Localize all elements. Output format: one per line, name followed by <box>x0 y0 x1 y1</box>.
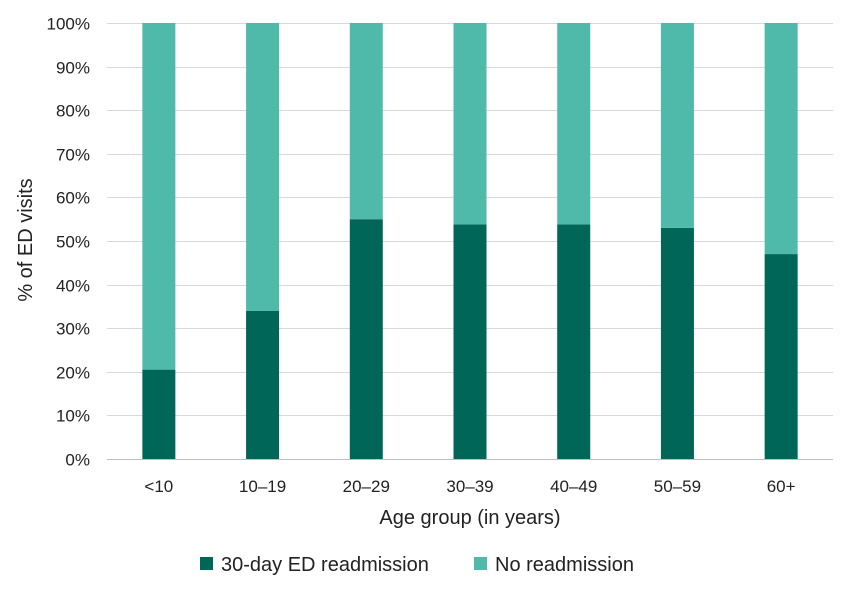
x-tick-label: 10–19 <box>239 477 286 496</box>
bar-segment-no-readmission <box>557 23 591 225</box>
bar-segment-readmission <box>453 224 487 459</box>
x-tick-label: 20–29 <box>343 477 390 496</box>
bar-segment-no-readmission <box>349 23 383 220</box>
bar-segment-readmission <box>764 254 798 459</box>
y-axis-title: % of ED visits <box>15 178 37 301</box>
bar-segment-readmission <box>246 310 280 459</box>
x-tick-label: 30–39 <box>446 477 493 496</box>
bars <box>142 23 798 459</box>
y-tick-label: 0% <box>65 451 90 470</box>
x-tick-label: <10 <box>144 477 173 496</box>
legend-swatch-readmission <box>200 557 213 570</box>
legend-swatch-no-readmission <box>474 557 487 570</box>
bar-segment-readmission <box>557 224 591 459</box>
bar-segment-no-readmission <box>142 23 176 370</box>
bar-segment-readmission <box>142 369 176 459</box>
x-tick-label: 60+ <box>767 477 796 496</box>
bar-segment-no-readmission <box>246 23 280 311</box>
y-tick-label: 40% <box>56 277 90 296</box>
y-tick-label: 90% <box>56 59 90 78</box>
y-tick-label: 20% <box>56 364 90 383</box>
y-tick-label: 10% <box>56 407 90 426</box>
legend-label-no-readmission: No readmission <box>495 554 634 576</box>
bar-segment-readmission <box>349 219 383 459</box>
bar-segment-readmission <box>660 227 694 459</box>
y-tick-label: 60% <box>56 189 90 208</box>
x-tick-label: 50–59 <box>654 477 701 496</box>
legend: 30-day ED readmission No readmission <box>200 554 634 576</box>
y-tick-label: 80% <box>56 102 90 121</box>
x-tick-label: 40–49 <box>550 477 597 496</box>
y-axis-tick-labels: 0% 10% 20% 30% 40% 50% 60% 70% 80% 90% 100% <box>47 15 90 470</box>
y-tick-label: 100% <box>47 15 90 34</box>
y-tick-label: 30% <box>56 320 90 339</box>
y-tick-label: 70% <box>56 146 90 165</box>
x-axis-title: Age group (in years) <box>379 507 560 529</box>
legend-label-readmission: 30-day ED readmission <box>221 554 429 576</box>
bar-segment-no-readmission <box>660 23 694 228</box>
bar-segment-no-readmission <box>453 23 487 225</box>
x-axis-tick-labels: <10 10–19 20–29 30–39 40–49 50–59 60+ <box>144 477 795 496</box>
bar-segment-no-readmission <box>764 23 798 255</box>
y-tick-label: 50% <box>56 233 90 252</box>
